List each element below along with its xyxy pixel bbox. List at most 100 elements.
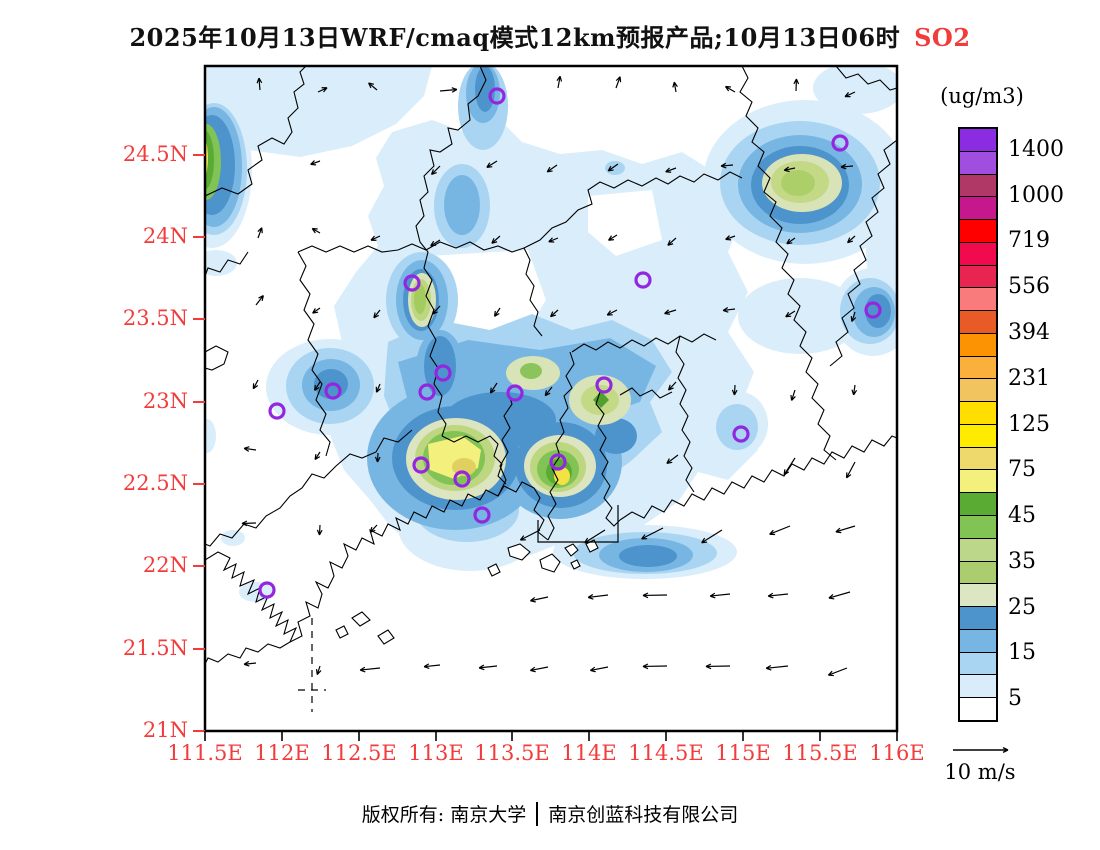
- admin-boundary-line: [205, 551, 298, 665]
- concentration-blob: [781, 170, 815, 196]
- wind-vector-arrow: [317, 87, 328, 93]
- colorbar-cell: [960, 469, 996, 493]
- wind-vector-arrow: [840, 163, 854, 170]
- title-species-so2: SO2: [914, 23, 971, 52]
- wind-vector-arrow: [835, 525, 856, 534]
- island-outline: [539, 553, 561, 573]
- colorbar-cell: [960, 332, 996, 356]
- island-outline: [377, 629, 395, 645]
- wind-vector-arrow: [439, 87, 458, 93]
- wind-vector-arrow: [672, 81, 678, 93]
- wind-vector-arrow: [608, 234, 618, 241]
- station-marker: [268, 402, 286, 420]
- wind-vector-arrow: [548, 237, 559, 243]
- wind-vector-arrow: [790, 389, 796, 401]
- station-marker: [595, 376, 613, 394]
- wind-vector-arrow: [430, 165, 441, 176]
- map-content: [205, 66, 897, 712]
- colorbar-cell: [960, 651, 996, 675]
- wind-vector-arrow: [556, 75, 563, 89]
- colorbar-tick-label: 25: [1008, 594, 1036, 620]
- admin-boundary-line: [835, 66, 897, 91]
- wind-vector-arrow: [725, 235, 736, 241]
- wind-scale-label: 10 m/s: [944, 760, 1016, 784]
- wind-vector-arrow: [519, 529, 541, 541]
- lon-axis-label: 113E: [408, 741, 464, 765]
- lon-axis-label: 115E: [715, 741, 771, 765]
- colorbar-tick-label: 231: [1008, 365, 1050, 391]
- admin-boundary-line: [523, 171, 743, 249]
- colorbar-cell: [960, 560, 996, 584]
- wind-vector-arrow: [368, 82, 378, 91]
- colorbar-tick-label: 125: [1008, 411, 1050, 437]
- wind-vector-arrow: [667, 381, 677, 391]
- map-border: [203, 64, 899, 733]
- wind-vector-arrow: [316, 524, 323, 536]
- admin-boundary-line: [829, 139, 897, 367]
- station-marker: [549, 453, 567, 471]
- page-title: 2025年10月13日WRF/cmaq模式12km预报产品;10月13日06时 S…: [0, 18, 1100, 53]
- colorbar-cell: [960, 219, 996, 242]
- wind-vector-arrow: [851, 384, 858, 396]
- admin-boundary-line: [619, 435, 897, 521]
- colorbar-cell: [960, 583, 996, 607]
- colorbar-cell: [960, 264, 996, 288]
- admin-boundary-line: [571, 333, 717, 353]
- lon-axis-label: 111.5E: [167, 741, 243, 765]
- concentration-blob: [605, 161, 625, 175]
- station-marker: [473, 506, 491, 524]
- island-outline: [335, 625, 349, 639]
- wind-vector-arrow: [724, 85, 736, 93]
- station-marker: [831, 134, 849, 152]
- colorbar-cell: [960, 537, 996, 561]
- wind-vector-arrow: [478, 664, 498, 671]
- wind-vector-arrow: [430, 239, 441, 247]
- wind-vector-arrow: [786, 237, 796, 245]
- wind-vector-arrow: [550, 309, 559, 318]
- station-marker: [732, 425, 750, 443]
- lat-axis-label: 24.5N: [122, 142, 188, 166]
- colorbar-cell: [960, 378, 996, 402]
- admin-boundary-line: [205, 66, 307, 197]
- wind-vector-arrow: [850, 311, 857, 322]
- station-marker: [258, 581, 276, 599]
- colorbar-tick-label: 394: [1008, 319, 1050, 345]
- admin-boundary-line: [547, 351, 575, 541]
- wind-vector-arrow: [489, 382, 498, 394]
- concentration-blob: [738, 278, 862, 354]
- wind-vector-arrow: [606, 309, 618, 316]
- lon-axis-label: 113.5E: [474, 741, 550, 765]
- colorbar-cell: [960, 310, 996, 333]
- concentration-blob: [619, 545, 677, 567]
- wind-vector-arrow: [847, 235, 856, 244]
- wind-vector-arrow: [375, 383, 381, 393]
- colorbar-cell: [960, 628, 996, 652]
- admin-boundary-line: [441, 435, 507, 485]
- wind-vector-arrow: [642, 592, 668, 599]
- colorbar-tick-label: 5: [1008, 686, 1022, 712]
- wind-vector-arrow: [359, 666, 381, 673]
- colorbar: [958, 127, 998, 722]
- colorbar-tick-label: 15: [1008, 640, 1036, 666]
- wind-vector-arrow: [312, 307, 321, 314]
- admin-boundary-line: [739, 66, 837, 461]
- island-outline: [507, 543, 531, 561]
- wind-vector-arrow: [486, 160, 498, 168]
- admin-boundary-line: [297, 245, 399, 253]
- wind-vector-arrow: [243, 660, 257, 667]
- wind-vector-arrow: [431, 305, 441, 315]
- colorbar-cell: [960, 173, 996, 197]
- wind-vector-arrow: [314, 451, 321, 461]
- wind-vector-arrow: [256, 77, 263, 91]
- station-marker: [864, 301, 882, 319]
- wind-vector-arrow: [720, 162, 734, 169]
- lon-axis-label: 116E: [869, 741, 925, 765]
- station-marker: [453, 470, 471, 488]
- wind-vector-arrow: [315, 665, 322, 675]
- station-marker: [506, 384, 524, 402]
- colorbar-cell: [960, 129, 996, 151]
- wind-vector-arrow: [765, 664, 789, 671]
- wind-vector-arrow: [252, 379, 259, 390]
- concentration-blob: [593, 391, 609, 408]
- wind-vector-arrow: [953, 747, 1009, 753]
